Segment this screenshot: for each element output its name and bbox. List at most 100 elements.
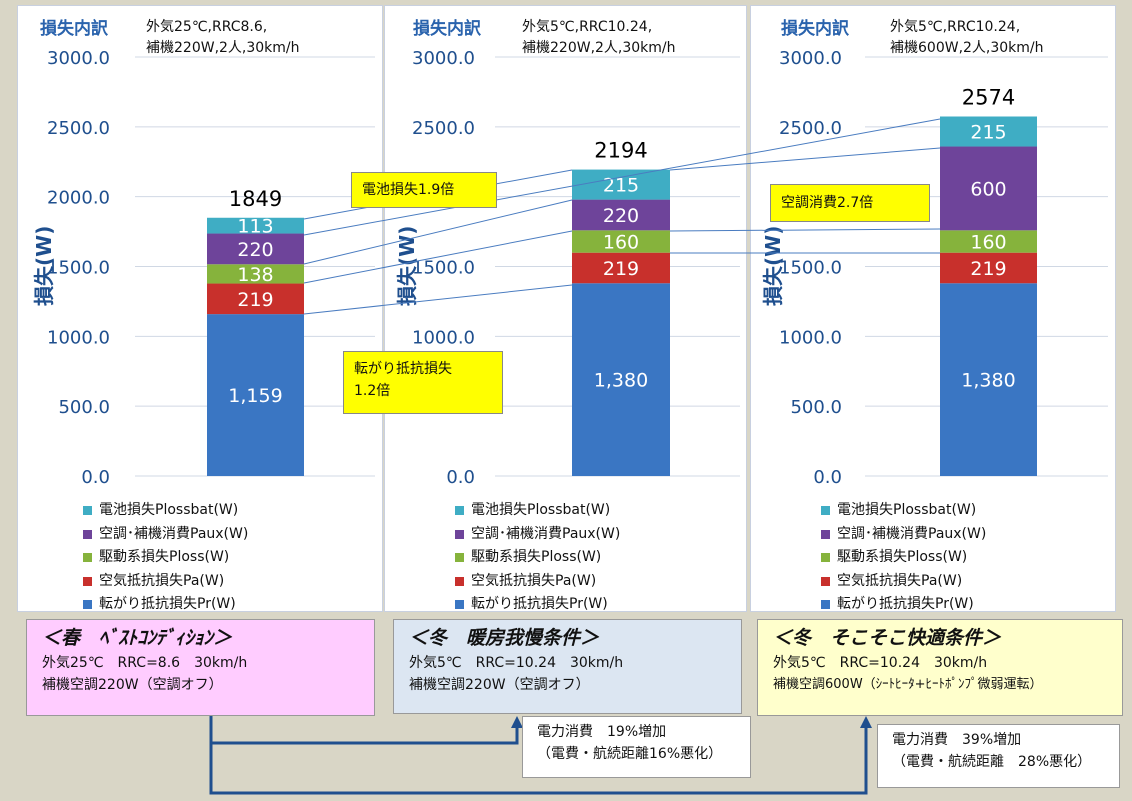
subtitle-line: 外気5℃,RRC10.24, bbox=[890, 19, 1021, 35]
y-tick-label: 500.0 bbox=[58, 397, 110, 418]
note-winter-endure: 電力消費 19%増加 （電費・航続距離16%悪化） bbox=[522, 716, 751, 778]
legend-item: 空調･補機消費Paux(W) bbox=[455, 523, 620, 547]
legend-swatch bbox=[83, 600, 92, 610]
condition-title: ＜春 ﾍﾞｽﾄｺﾝﾃﾞｨｼｮﾝ＞ bbox=[42, 627, 233, 649]
legend-item: 駆動系損失Ploss(W) bbox=[821, 546, 986, 570]
legend-item: 転がり抵抗損失Pr(W) bbox=[83, 593, 248, 617]
chart-subtitle: 外気5℃,RRC10.24, 補機220W,2人,30km/h bbox=[522, 17, 676, 59]
legend-swatch bbox=[83, 529, 92, 539]
callout-aircon: 空調消費2.7倍 bbox=[770, 184, 930, 222]
y-tick-label: 1500.0 bbox=[47, 258, 110, 279]
legend-swatch bbox=[455, 506, 464, 516]
legend-label: 電池損失Plossbat(W) bbox=[837, 502, 977, 518]
y-tick-label: 0.0 bbox=[81, 467, 110, 488]
legend-label: 電池損失Plossbat(W) bbox=[99, 502, 239, 518]
legend-label: 駆動系損失Ploss(W) bbox=[471, 549, 602, 565]
bar-value-label: 219 bbox=[237, 289, 273, 311]
y-tick-label: 1500.0 bbox=[779, 258, 842, 279]
bar-segment bbox=[207, 217, 304, 234]
legend-label: 空調･補機消費Paux(W) bbox=[471, 525, 621, 542]
callout-text: 転がり抵抗損失 bbox=[354, 361, 452, 377]
callout-text: 1.2倍 bbox=[354, 383, 391, 399]
legend-swatch bbox=[821, 506, 830, 516]
legend-item: 電池損失Plossbat(W) bbox=[821, 499, 986, 523]
legend-item: 空気抵抗損失Pa(W) bbox=[83, 570, 248, 594]
bar-value-label: 1,380 bbox=[961, 370, 1015, 392]
bar-value-label: 113 bbox=[237, 216, 273, 238]
callout-text: 電池損失1.9倍 bbox=[362, 182, 455, 198]
legend-swatch bbox=[83, 553, 92, 563]
chart-title: 損失内訳 bbox=[781, 19, 849, 39]
condition-title: ＜冬 暖房我慢条件＞ bbox=[409, 627, 600, 649]
y-tick-label: 3000.0 bbox=[779, 48, 842, 69]
condition-line: 外気5℃ RRC=10.24 30km/h bbox=[773, 655, 988, 671]
note-line: 電力消費 39%増加 bbox=[892, 732, 1022, 748]
subtitle-line: 補機220W,2人,30km/h bbox=[522, 40, 676, 56]
legend-item: 電池損失Plossbat(W) bbox=[83, 499, 248, 523]
condition-spring-best: ＜春 ﾍﾞｽﾄｺﾝﾃﾞｨｼｮﾝ＞ 外気25℃ RRC=8.6 30km/h 補機… bbox=[26, 619, 375, 716]
bar-segment bbox=[207, 264, 304, 284]
bar-segment bbox=[940, 252, 1037, 284]
legend-swatch bbox=[455, 529, 464, 539]
y-tick-label: 3000.0 bbox=[47, 48, 110, 69]
legend-item: 転がり抵抗損失Pr(W) bbox=[455, 593, 620, 617]
legend-item: 空調･補機消費Paux(W) bbox=[821, 523, 986, 547]
legend-item: 転がり抵抗損失Pr(W) bbox=[821, 593, 986, 617]
subtitle-line: 外気5℃,RRC10.24, bbox=[522, 19, 653, 35]
y-tick-label: 2500.0 bbox=[47, 118, 110, 139]
bar-value-label: 215 bbox=[970, 122, 1006, 144]
bar-segment bbox=[940, 283, 1037, 476]
y-tick-label: 500.0 bbox=[790, 397, 842, 418]
callout-rolling: 転がり抵抗損失 1.2倍 bbox=[343, 351, 503, 414]
subtitle-line: 補機220W,2人,30km/h bbox=[146, 40, 300, 56]
y-tick-label: 2500.0 bbox=[779, 118, 842, 139]
y-tick-label: 1500.0 bbox=[412, 258, 475, 279]
bar-value-label: 219 bbox=[970, 258, 1006, 280]
legend-swatch bbox=[821, 529, 830, 539]
legend-label: 駆動系損失Ploss(W) bbox=[837, 549, 968, 565]
bar-value-label: 160 bbox=[603, 231, 639, 253]
y-tick-label: 2000.0 bbox=[47, 188, 110, 209]
y-tick-label: 1000.0 bbox=[47, 327, 110, 348]
legend-label: 空調･補機消費Paux(W) bbox=[99, 525, 249, 542]
legend: 電池損失Plossbat(W) 空調･補機消費Paux(W) 駆動系損失Plos… bbox=[455, 499, 620, 617]
legend-item: 空気抵抗損失Pa(W) bbox=[455, 570, 620, 594]
legend-item: 空気抵抗損失Pa(W) bbox=[821, 570, 986, 594]
bar-value-label: 1,159 bbox=[228, 385, 282, 407]
bar-value-label: 219 bbox=[603, 258, 639, 280]
callout-text: 空調消費2.7倍 bbox=[781, 195, 874, 211]
legend-swatch bbox=[821, 600, 830, 610]
note-winter-comfort: 電力消費 39%増加 （電費・航続距離 28%悪化） bbox=[877, 724, 1120, 788]
legend-swatch bbox=[455, 553, 464, 563]
condition-winter-endure: ＜冬 暖房我慢条件＞ 外気5℃ RRC=10.24 30km/h 補機空調220… bbox=[393, 619, 742, 714]
bar-segment bbox=[572, 230, 670, 253]
chart-panel-3: 損失内訳 外気5℃,RRC10.24, 補機600W,2人,30km/h 損失(… bbox=[750, 5, 1116, 612]
legend-label: 空気抵抗損失Pa(W) bbox=[99, 572, 225, 589]
bar-segment bbox=[572, 252, 670, 284]
legend-item: 駆動系損失Ploss(W) bbox=[455, 546, 620, 570]
bar-total-label: 2574 bbox=[962, 85, 1015, 109]
chart-title: 損失内訳 bbox=[413, 19, 481, 39]
condition-winter-comfort: ＜冬 そこそこ快適条件＞ 外気5℃ RRC=10.24 30km/h 補機空調6… bbox=[757, 619, 1123, 716]
legend-swatch bbox=[821, 553, 830, 563]
bar-value-label: 220 bbox=[237, 239, 273, 261]
y-tick-label: 2500.0 bbox=[412, 118, 475, 139]
callout-battery: 電池損失1.9倍 bbox=[351, 172, 497, 208]
subtitle-line: 補機600W,2人,30km/h bbox=[890, 40, 1044, 56]
legend-label: 転がり抵抗損失Pr(W) bbox=[99, 596, 236, 612]
bar-value-label: 215 bbox=[603, 175, 639, 197]
bar-total-label: 2194 bbox=[594, 139, 647, 163]
condition-line: 補機空調220W（空調オフ） bbox=[42, 677, 223, 693]
legend-label: 駆動系損失Ploss(W) bbox=[99, 549, 230, 565]
chart-subtitle: 外気5℃,RRC10.24, 補機600W,2人,30km/h bbox=[890, 17, 1044, 59]
bar-value-label: 1,380 bbox=[594, 370, 648, 392]
legend-label: 空調･補機消費Paux(W) bbox=[837, 525, 987, 542]
note-line: （電費・航続距離 28%悪化） bbox=[892, 754, 1092, 770]
bar-segment bbox=[572, 283, 670, 476]
condition-line: 外気25℃ RRC=8.6 30km/h bbox=[42, 655, 248, 671]
condition-line: 補機空調600W（ｼｰﾄﾋｰﾀ+ﾋｰﾄﾎﾟﾝﾌﾟ微弱運転） bbox=[773, 677, 1043, 692]
bar-value-label: 600 bbox=[970, 178, 1006, 200]
legend-label: 転がり抵抗損失Pr(W) bbox=[837, 596, 974, 612]
y-tick-label: 0.0 bbox=[813, 467, 842, 488]
bar-segment bbox=[207, 283, 304, 315]
